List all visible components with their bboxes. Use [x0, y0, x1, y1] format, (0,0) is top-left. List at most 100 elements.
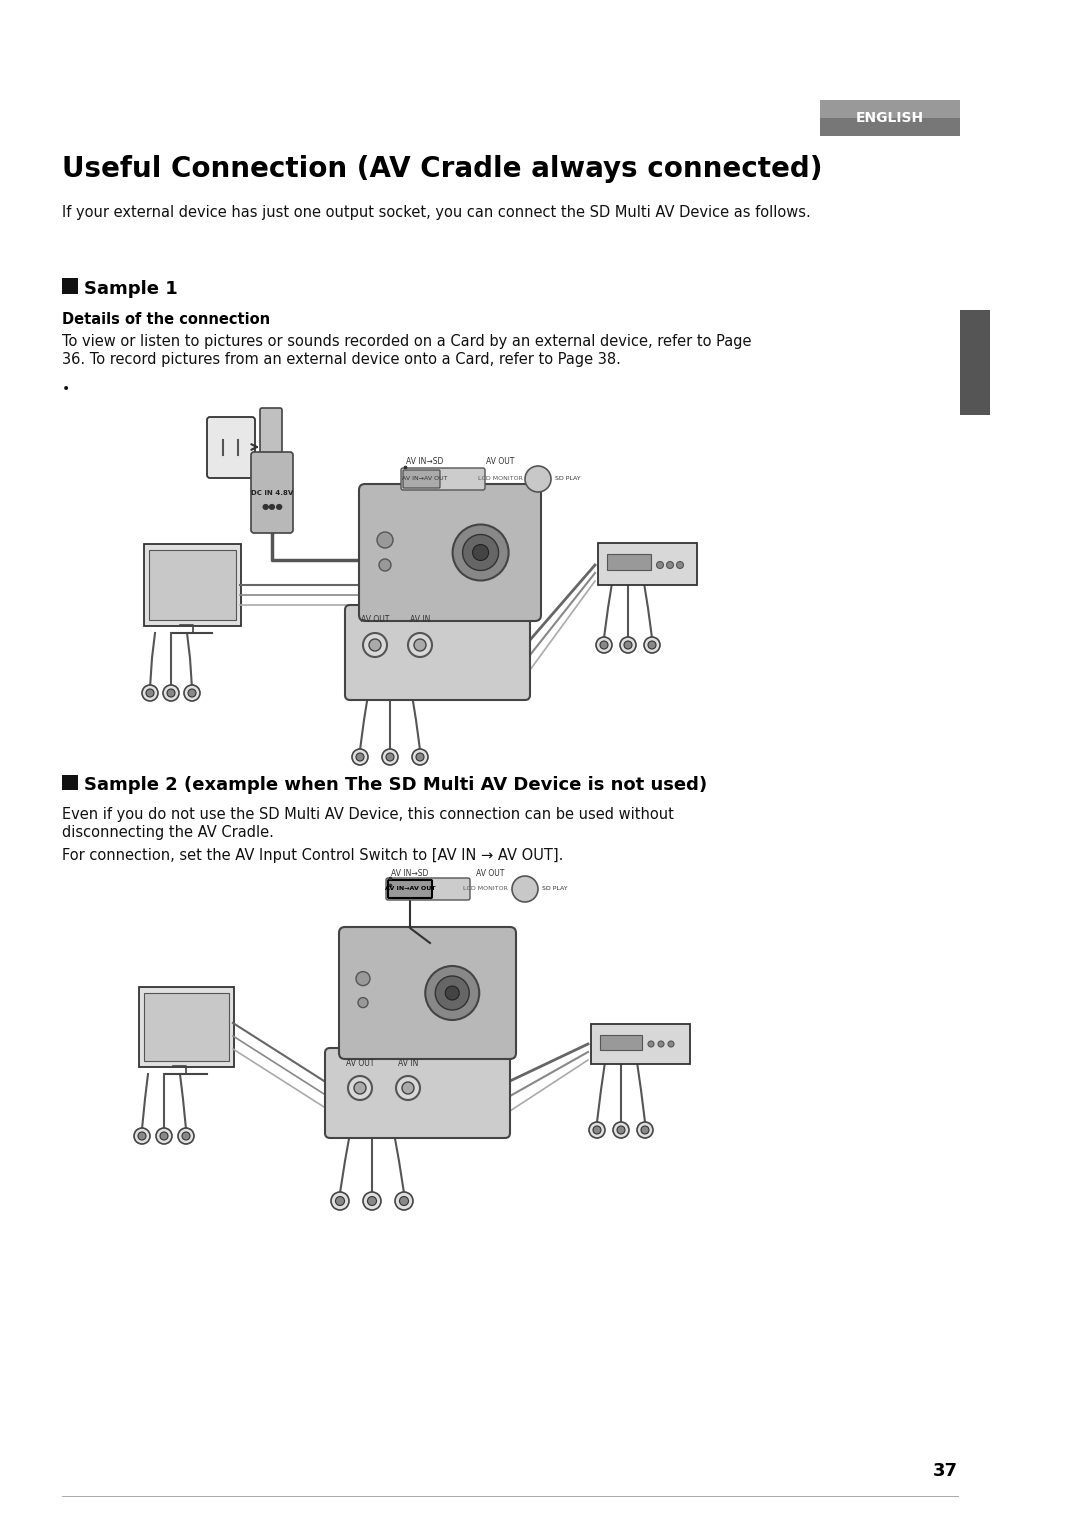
- Circle shape: [525, 465, 551, 491]
- FancyBboxPatch shape: [144, 543, 241, 626]
- Text: Useful Connection (AV Cradle always connected): Useful Connection (AV Cradle always conn…: [62, 156, 823, 183]
- Bar: [62, 775, 78, 790]
- FancyBboxPatch shape: [207, 417, 255, 478]
- Circle shape: [408, 633, 432, 658]
- Circle shape: [657, 562, 663, 569]
- Circle shape: [395, 1192, 413, 1210]
- FancyBboxPatch shape: [600, 1035, 642, 1050]
- Circle shape: [138, 1132, 146, 1140]
- FancyBboxPatch shape: [820, 101, 960, 136]
- FancyBboxPatch shape: [260, 407, 282, 455]
- Circle shape: [414, 639, 426, 652]
- Text: disconnecting the AV Cradle.: disconnecting the AV Cradle.: [62, 826, 274, 839]
- Circle shape: [620, 636, 636, 653]
- Text: AV IN: AV IN: [409, 615, 430, 624]
- Circle shape: [395, 552, 405, 563]
- Circle shape: [676, 562, 684, 569]
- Circle shape: [416, 752, 424, 761]
- Circle shape: [146, 690, 154, 697]
- Text: Sample 1: Sample 1: [84, 279, 178, 298]
- Circle shape: [445, 986, 459, 1000]
- Circle shape: [593, 1126, 600, 1134]
- Circle shape: [613, 1122, 629, 1138]
- FancyBboxPatch shape: [139, 987, 234, 1067]
- Circle shape: [167, 690, 175, 697]
- Circle shape: [600, 641, 608, 649]
- Circle shape: [637, 1122, 653, 1138]
- Circle shape: [163, 685, 179, 700]
- FancyBboxPatch shape: [325, 1048, 510, 1138]
- Circle shape: [382, 749, 399, 765]
- Circle shape: [386, 752, 394, 761]
- Circle shape: [348, 1076, 372, 1100]
- Text: 37: 37: [933, 1462, 958, 1480]
- Circle shape: [356, 972, 370, 986]
- Text: For connection, set the AV Input Control Switch to [AV IN → AV OUT].: For connection, set the AV Input Control…: [62, 848, 564, 864]
- Text: ENGLISH: ENGLISH: [856, 111, 924, 125]
- FancyBboxPatch shape: [339, 926, 516, 1059]
- FancyBboxPatch shape: [345, 604, 530, 700]
- Circle shape: [363, 1192, 381, 1210]
- FancyBboxPatch shape: [591, 1024, 690, 1064]
- Circle shape: [134, 1128, 150, 1144]
- FancyBboxPatch shape: [251, 452, 293, 533]
- Circle shape: [512, 876, 538, 902]
- Circle shape: [330, 1192, 349, 1210]
- Text: •: •: [62, 382, 70, 397]
- Circle shape: [336, 1196, 345, 1206]
- Text: 36. To record pictures from an external device onto a Card, refer to Page 38.: 36. To record pictures from an external …: [62, 353, 621, 366]
- Text: AV OUT: AV OUT: [476, 868, 504, 877]
- Circle shape: [156, 1128, 172, 1144]
- Circle shape: [589, 1122, 605, 1138]
- FancyBboxPatch shape: [386, 877, 470, 900]
- Circle shape: [379, 559, 391, 571]
- FancyBboxPatch shape: [149, 549, 237, 620]
- Text: AV IN→AV OUT: AV IN→AV OUT: [384, 887, 435, 891]
- Circle shape: [648, 641, 656, 649]
- Text: If your external device has just one output socket, you can connect the SD Multi: If your external device has just one out…: [62, 204, 811, 220]
- Circle shape: [356, 752, 364, 761]
- Circle shape: [411, 749, 428, 765]
- Circle shape: [596, 636, 612, 653]
- Text: SD PLAY: SD PLAY: [555, 476, 581, 482]
- Text: DC IN 4.8V: DC IN 4.8V: [251, 490, 293, 496]
- Circle shape: [402, 1082, 414, 1094]
- FancyBboxPatch shape: [598, 543, 697, 584]
- Circle shape: [644, 636, 660, 653]
- Circle shape: [617, 1126, 625, 1134]
- Circle shape: [658, 1041, 664, 1047]
- Text: AV IN→SD: AV IN→SD: [391, 868, 429, 877]
- Circle shape: [642, 1126, 649, 1134]
- Circle shape: [462, 534, 499, 571]
- Circle shape: [160, 1132, 168, 1140]
- Text: AV IN→AV OUT: AV IN→AV OUT: [402, 476, 448, 482]
- Text: Sample 2 (example when The SD Multi AV Device is not used): Sample 2 (example when The SD Multi AV D…: [84, 777, 707, 794]
- Circle shape: [473, 545, 488, 560]
- Text: LCD MONITOR: LCD MONITOR: [477, 476, 523, 482]
- FancyBboxPatch shape: [401, 468, 485, 490]
- FancyBboxPatch shape: [403, 470, 440, 488]
- FancyBboxPatch shape: [359, 484, 541, 621]
- Text: Details of the connection: Details of the connection: [62, 311, 270, 327]
- Circle shape: [369, 639, 381, 652]
- Text: SD PLAY: SD PLAY: [542, 887, 568, 891]
- Circle shape: [453, 525, 509, 580]
- Circle shape: [377, 533, 393, 548]
- FancyBboxPatch shape: [820, 101, 960, 118]
- Circle shape: [624, 641, 632, 649]
- Text: AV OUT: AV OUT: [486, 458, 514, 467]
- Text: LCD MONITOR: LCD MONITOR: [462, 887, 508, 891]
- Circle shape: [178, 1128, 194, 1144]
- Circle shape: [357, 998, 368, 1007]
- Circle shape: [184, 685, 200, 700]
- FancyBboxPatch shape: [388, 881, 432, 897]
- Circle shape: [363, 633, 387, 658]
- Text: AV OUT: AV OUT: [361, 615, 389, 624]
- Bar: [960, 310, 990, 415]
- Circle shape: [141, 685, 158, 700]
- Circle shape: [435, 977, 469, 1010]
- Circle shape: [352, 749, 368, 765]
- Circle shape: [648, 1041, 654, 1047]
- Text: AV IN→SD: AV IN→SD: [406, 458, 444, 467]
- Circle shape: [669, 1041, 674, 1047]
